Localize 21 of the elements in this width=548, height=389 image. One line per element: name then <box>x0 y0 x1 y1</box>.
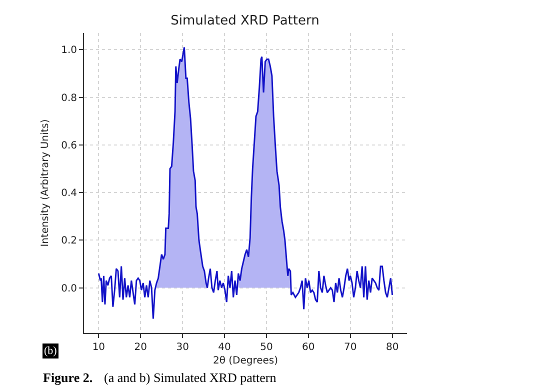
y-tick-label: 0.4 <box>61 188 77 200</box>
line-series <box>98 46 394 320</box>
text: (a and b) Simulated XRD pattern <box>104 370 277 385</box>
x-tick-label: 70 <box>344 342 357 353</box>
x-tick-label: 40 <box>218 342 231 353</box>
x-tick-label: 30 <box>176 342 189 353</box>
caption: Figure 2. <box>43 370 93 385</box>
x-axis-title: 2θ (Degrees) <box>212 356 278 366</box>
y-tick-label: 0.0 <box>61 283 77 294</box>
x-tick-label: 60 <box>302 342 315 353</box>
x-tick-label: 50 <box>260 342 273 353</box>
x-tick-label: 20 <box>134 342 147 353</box>
y-tick-label: 1.0 <box>61 45 77 56</box>
chart-title: Simulated XRD Pattern <box>170 14 320 29</box>
y-tick-label: 0.8 <box>61 92 77 104</box>
y-axis-title: Intensity (Arbitrary Units) <box>40 119 52 247</box>
text: (b) <box>44 345 58 357</box>
x-tick-label: 80 <box>386 342 399 353</box>
x-tick-label: 10 <box>92 342 106 353</box>
y-tick-label: 0.6 <box>61 140 77 152</box>
y-tick-label: 0.2 <box>61 236 77 247</box>
